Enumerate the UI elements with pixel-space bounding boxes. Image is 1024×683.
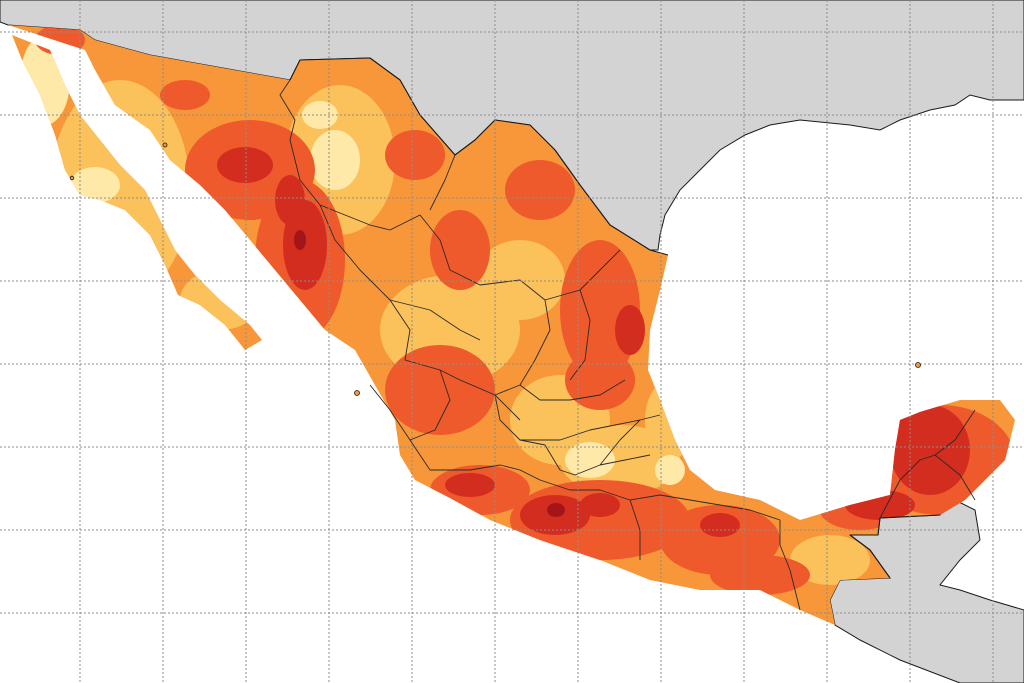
islands [69,142,921,396]
mexico-coastline [289,57,941,579]
state-borders [279,79,976,611]
